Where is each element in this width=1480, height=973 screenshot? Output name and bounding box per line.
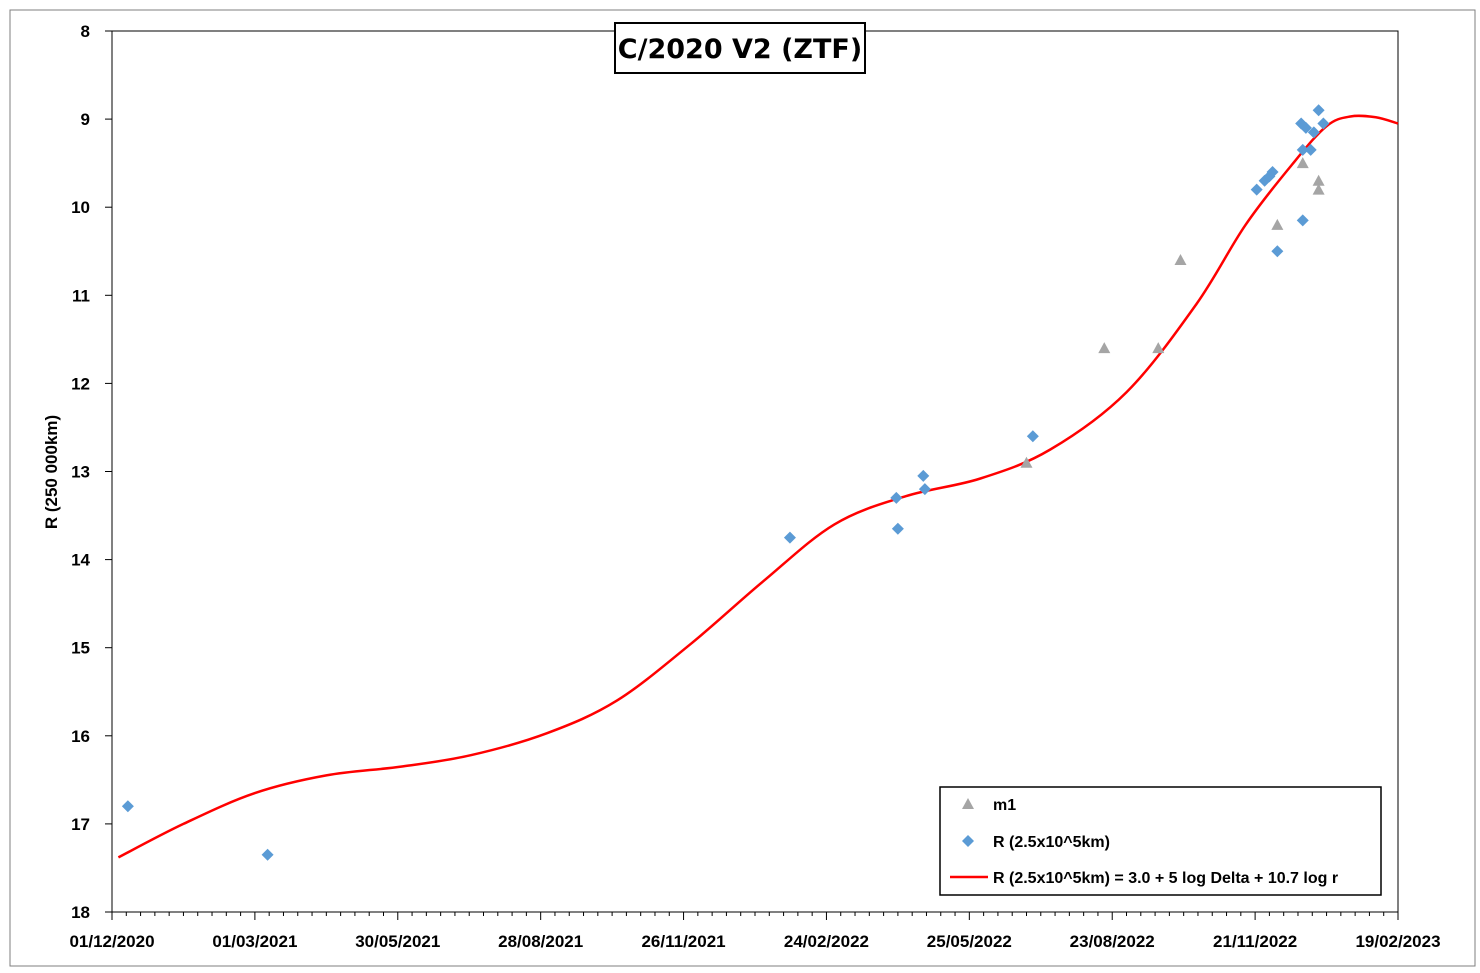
r-point: [1307, 126, 1320, 139]
r-point: [1296, 143, 1309, 156]
m1-point: [1020, 456, 1033, 468]
x-tick-label: 21/11/2022: [1213, 932, 1297, 951]
legend: m1 R (2.5x10^5km) R (2.5x10^5km) = 3.0 +…: [939, 786, 1382, 896]
x-tick-label: 26/11/2021: [641, 932, 725, 951]
y-tick-label: 10: [71, 198, 90, 217]
y-tick-label: 14: [71, 551, 90, 570]
x-axis-ticks: [111, 912, 1399, 920]
m1-point: [1312, 183, 1325, 195]
x-tick-label: 01/12/2020: [69, 932, 154, 951]
x-tick-label: 30/05/2021: [355, 932, 440, 951]
m1-point: [1296, 157, 1309, 169]
r-point: [1271, 245, 1284, 258]
y-tick-label: 11: [72, 286, 90, 305]
x-tick-label: 23/08/2022: [1070, 932, 1155, 951]
legend-r-marker: [962, 835, 974, 847]
fit-line-series: [117, 114, 1399, 859]
x-tick-label: 25/05/2022: [927, 932, 1012, 951]
r-point: [1312, 104, 1325, 117]
y-axis-labels: 8 9 10 11 12 13 14 15 16 17 18: [71, 22, 90, 922]
r-point: [1296, 214, 1309, 227]
chart-title: C/2020 V2 (ZTF): [618, 34, 862, 65]
r-point: [1026, 430, 1039, 443]
y-tick-label: 17: [71, 815, 90, 834]
y-tick-label: 16: [71, 727, 90, 746]
r-point: [121, 800, 134, 813]
r-point: [1266, 165, 1279, 178]
m1-point: [1098, 342, 1111, 354]
r-point: [890, 491, 903, 504]
y-tick-label: 9: [81, 110, 90, 129]
r-point: [1317, 117, 1330, 130]
r-point: [783, 531, 796, 544]
y-tick-label: 13: [71, 463, 90, 482]
y-axis-title: R (250 000km): [42, 415, 61, 529]
y-tick-label: 8: [81, 22, 90, 41]
r-point: [1295, 117, 1308, 130]
r-point: [1304, 143, 1317, 156]
m1-point: [1312, 174, 1325, 186]
r-series: [121, 104, 1330, 861]
r-point: [891, 522, 904, 535]
x-axis-labels: 01/12/2020 01/03/2021 30/05/2021 28/08/2021…: [69, 932, 1440, 951]
fit-line: [117, 114, 1399, 859]
m1-point: [1271, 218, 1284, 230]
m1-series: [1020, 157, 1325, 468]
legend-r-label: R (2.5x10^5km): [993, 834, 1110, 851]
x-tick-label: 19/02/2023: [1355, 932, 1440, 951]
legend-line-label: R (2.5x10^5km) = 3.0 + 5 log Delta + 10.…: [993, 870, 1338, 887]
r-point: [917, 469, 930, 482]
r-point: [918, 483, 931, 496]
r-point: [261, 848, 274, 861]
r-point: [1299, 121, 1312, 134]
legend-m1-marker: [962, 798, 974, 809]
y-tick-label: 18: [71, 903, 90, 922]
y-axis-ticks: [105, 30, 112, 913]
x-tick-label: 28/08/2021: [498, 932, 583, 951]
legend-m1-label: m1: [993, 797, 1016, 814]
plot-area: [111, 30, 1399, 913]
r-point: [1250, 183, 1263, 196]
m1-point: [1152, 342, 1165, 354]
chart-title-box: C/2020 V2 (ZTF): [614, 22, 866, 74]
y-tick-label: 15: [71, 639, 90, 658]
x-tick-label: 01/03/2021: [212, 932, 297, 951]
x-tick-label: 24/02/2022: [784, 932, 869, 951]
y-tick-label: 12: [71, 374, 90, 393]
m1-point: [1174, 254, 1187, 266]
